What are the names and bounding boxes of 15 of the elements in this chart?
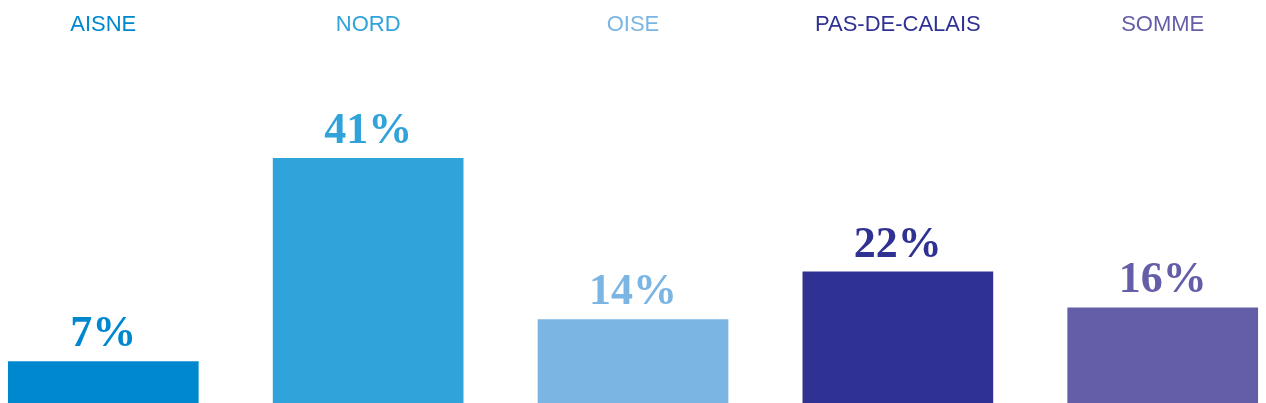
data-label: 16%: [1118, 253, 1207, 303]
bar: [1067, 307, 1259, 403]
data-label: 41%: [324, 104, 413, 153]
x-tick-label: PAS-DE-CALAIS: [814, 11, 981, 36]
data-label: 14%: [589, 265, 677, 315]
bar: [272, 158, 464, 403]
x-tick-label: SOMME: [1121, 11, 1205, 36]
bar: [7, 361, 199, 403]
data-label: 22%: [853, 217, 942, 267]
x-tick-label: OISE: [606, 11, 660, 36]
bar: [537, 319, 729, 403]
data-label: 7%: [70, 307, 137, 357]
bar: [802, 271, 994, 403]
x-tick-label: NORD: [335, 11, 401, 36]
x-tick-label: AISNE: [70, 11, 137, 36]
